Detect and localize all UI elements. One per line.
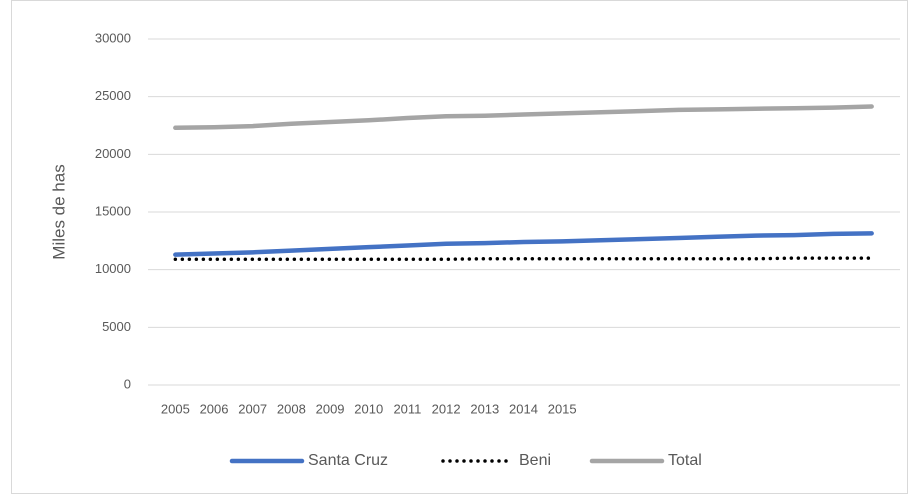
y-tick-label: 0 [124, 376, 131, 391]
y-tick-label: 15000 [95, 203, 131, 218]
x-tick-label: 2007 [238, 401, 267, 416]
x-tick-label: 2009 [316, 401, 345, 416]
x-tick-label: 2008 [277, 401, 306, 416]
x-tick-label: 2014 [509, 401, 538, 416]
x-tick-label: 2012 [432, 401, 461, 416]
y-axis-title: Miles de has [49, 164, 68, 259]
chart-frame [11, 0, 908, 494]
x-tick-label: 2006 [200, 401, 229, 416]
x-tick-label: 2013 [470, 401, 499, 416]
y-tick-label: 5000 [102, 319, 131, 334]
y-tick-label: 30000 [95, 30, 131, 45]
series-line [173, 256, 874, 262]
legend-label: Santa Cruz [308, 452, 388, 469]
x-tick-label: 2005 [161, 401, 190, 416]
x-tick-label: 2015 [548, 401, 577, 416]
y-tick-label: 25000 [95, 88, 131, 103]
series-line [173, 231, 874, 257]
y-tick-label: 20000 [95, 146, 131, 161]
legend-label: Total [668, 452, 702, 469]
series-line [173, 104, 874, 131]
legend-label: Beni [519, 452, 551, 469]
y-tick-label: 10000 [95, 261, 131, 276]
x-tick-label: 2010 [354, 401, 383, 416]
x-tick-label: 2011 [393, 401, 421, 416]
